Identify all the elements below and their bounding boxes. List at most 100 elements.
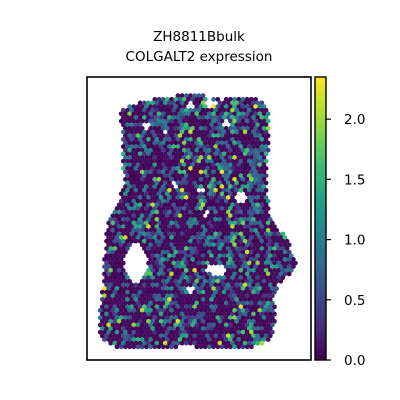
spot-point [213,209,219,215]
spot-point [282,271,288,277]
spot-point [156,111,162,117]
spot-point [259,158,265,164]
spot-point [221,333,227,339]
spot-point [102,278,107,284]
spot-point [259,217,265,222]
spot-point [259,311,265,317]
spot-point [265,220,271,226]
spot-point [204,202,210,208]
spot-point [244,133,250,139]
spot-point [154,180,160,186]
spot-point [261,213,267,219]
spot-point [148,308,153,313]
spot-point [118,227,124,233]
spot-point [207,118,212,124]
spot-point [257,133,263,139]
spot-point [198,322,204,328]
spot-point [150,246,156,251]
spot-point [198,96,204,102]
spot-point [282,242,288,248]
spot-point [152,104,158,109]
spot-point [167,289,172,295]
spot-point [181,315,187,321]
spot-point [156,300,162,306]
spot-point [139,308,145,313]
spot-point [141,289,147,295]
spot-point [160,315,166,321]
spot-point [221,129,227,135]
spot-point [188,115,193,120]
spot-point [160,308,166,313]
spot-point [177,293,183,299]
spot-point [238,173,244,179]
spot-point [280,246,286,251]
spot-point [127,147,132,153]
spot-point [194,242,200,248]
spot-point [108,340,114,346]
spot-point [246,311,252,317]
spot-point [211,300,216,306]
spot-point [234,209,240,215]
spot-point [192,195,198,200]
spot-point [219,300,225,306]
spot-point [131,104,137,109]
spot-point [108,326,114,331]
spot-point [251,304,256,310]
spot-point [169,293,174,299]
spot-point [137,151,143,157]
spot-point [221,195,227,200]
spot-point [244,329,250,335]
spot-point [133,202,139,208]
spot-point [232,155,237,160]
spot-point [114,322,120,328]
spot-point [196,100,202,106]
spot-point [190,147,195,153]
spot-point [211,155,216,160]
spot-point [284,246,290,251]
spot-point [242,333,248,339]
spot-point [246,268,252,273]
spot-point [186,242,191,248]
spot-point [259,195,265,200]
spot-point [211,286,216,291]
spot-point [211,177,216,182]
spot-point [219,322,225,328]
spot-point [228,177,233,182]
spot-point [120,275,126,280]
spot-point [204,253,210,259]
spot-point [221,304,227,310]
spot-point [148,133,153,139]
spot-point [127,227,132,233]
spot-point [144,337,149,342]
spot-point [181,308,187,313]
spot-point [183,180,189,186]
spot-point [137,144,143,149]
spot-point [152,264,158,270]
spot-point [118,322,124,328]
spot-point [255,122,261,128]
spot-point [137,297,143,302]
spot-point [219,213,225,219]
spot-point [127,242,132,248]
spot-point [270,329,275,335]
spot-point [263,187,269,193]
spot-point [200,260,206,266]
spot-point [194,133,200,139]
spot-point [127,126,132,131]
spot-point [148,213,153,219]
spot-point [249,111,254,117]
spot-point [249,235,254,240]
spot-point [198,198,204,204]
spot-point [207,220,212,226]
spot-point [261,271,267,277]
spot-point [232,126,237,131]
spot-point [194,140,200,146]
spot-point [249,227,254,233]
spot-point [112,246,118,251]
spot-point [158,180,164,186]
spot-point [207,213,212,219]
spot-point [175,289,181,295]
spot-point [215,155,221,160]
spot-point [215,308,221,313]
